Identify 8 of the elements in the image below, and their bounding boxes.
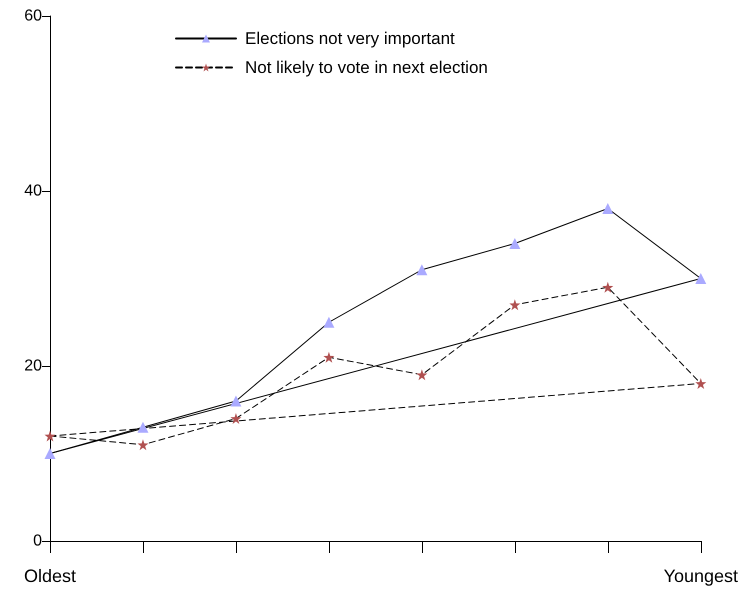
y-tick-label: 20 [24, 358, 42, 374]
y-tick-label: 40 [24, 182, 42, 200]
y-tick-label: 0 [33, 532, 42, 550]
legend-label: Not likely to vote in next election [245, 58, 488, 77]
legend-label: Elections not very important [245, 29, 456, 48]
y-tick-label: 60 [24, 8, 42, 24]
x-tick-label: Youngest [664, 566, 738, 586]
x-tick-label: Oldest [24, 566, 76, 586]
